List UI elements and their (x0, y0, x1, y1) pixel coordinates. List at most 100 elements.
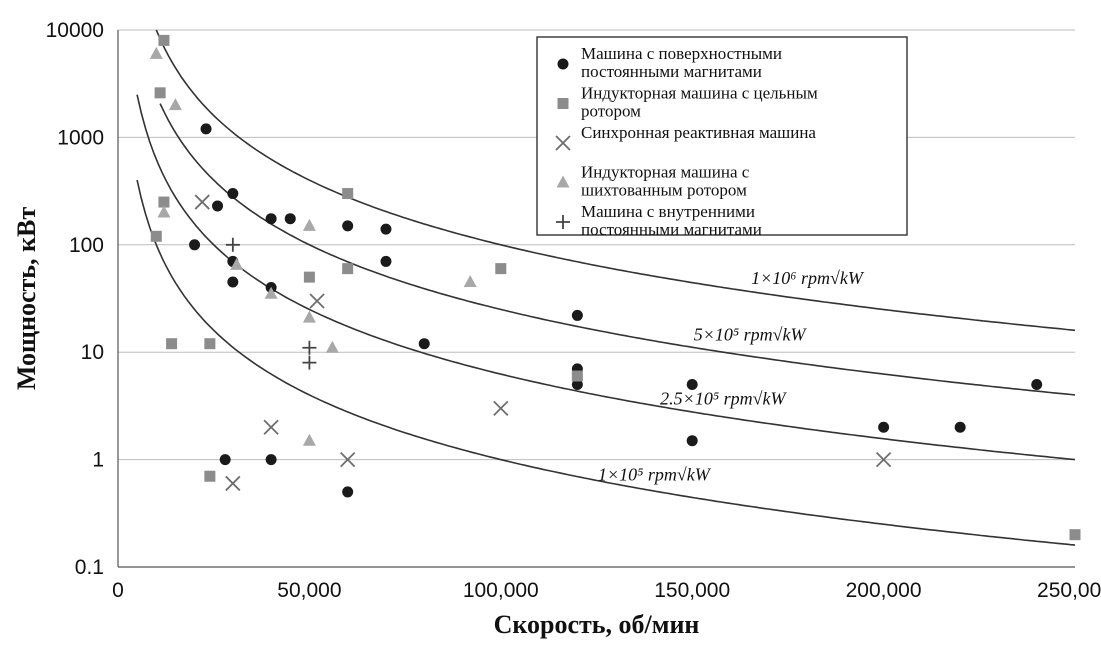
legend-entry-line: ротором (581, 102, 641, 121)
legend-entry-line: постоянными магнитами (581, 220, 762, 239)
curve-line (155, 29, 1076, 332)
data-point (302, 218, 316, 231)
data-point (157, 205, 171, 218)
legend-box (536, 36, 908, 236)
data-point (380, 223, 392, 235)
data-point (556, 215, 570, 229)
data-point (158, 34, 170, 46)
data-point (189, 239, 201, 251)
data-point (200, 123, 212, 135)
data-point (302, 433, 316, 446)
legend-entry-line: Машина с поверхностными (581, 44, 782, 63)
curve-label: 1×10⁶ rpm√kW (751, 268, 865, 288)
x-tick-label: 150,000 (654, 579, 730, 602)
data-point (265, 454, 277, 466)
data-point (302, 310, 316, 323)
x-tick-label: 100,000 (463, 579, 539, 602)
data-point (158, 196, 170, 208)
curve-line (136, 94, 1076, 461)
data-point (264, 286, 278, 299)
curve-label: 1×10⁵ rpm√kW (598, 465, 712, 485)
data-point (555, 135, 571, 151)
data-point (212, 200, 224, 212)
x-tick-label: 50,000 (277, 579, 341, 602)
data-point (556, 175, 570, 188)
data-point (340, 451, 356, 468)
y-tick-label: 10000 (46, 19, 104, 42)
data-point (342, 486, 354, 498)
data-point (418, 338, 430, 350)
label-layer: Скорость, об/мин Мощность, кВт 1×10⁶ rpm√k… (12, 207, 865, 639)
data-point (325, 340, 339, 353)
curve-line (136, 179, 1076, 546)
legend-entry-line: Индукторная машина с цельным (581, 84, 818, 103)
data-point (571, 309, 583, 321)
data-point (557, 98, 569, 109)
x-tick-label: 250,000 (1037, 579, 1101, 602)
data-point (557, 58, 569, 70)
data-point (219, 454, 231, 466)
data-point (227, 276, 239, 288)
data-point (571, 379, 583, 391)
data-point (204, 338, 216, 350)
legend-entry: Синхронная реактивная машина (581, 123, 816, 142)
point-layer (149, 34, 1081, 541)
data-point (571, 370, 583, 382)
data-point (263, 419, 279, 435)
curve-line (159, 103, 1076, 396)
legend-entry-line: постоянными магнитами (581, 62, 762, 81)
data-point (463, 275, 477, 288)
data-point (686, 379, 698, 391)
data-point (493, 400, 509, 416)
legend-entry: Индукторная машина с цельным ротором (581, 84, 818, 121)
data-point (875, 451, 892, 468)
data-point (204, 470, 216, 482)
curve-label: 5×10⁵ rpm√kW (694, 324, 808, 344)
x-axis-title: Скорость, об/мин (494, 610, 700, 639)
data-point (495, 263, 507, 275)
data-point (342, 220, 354, 232)
y-tick-label: 10 (81, 341, 104, 364)
data-point (227, 188, 239, 200)
data-point (149, 46, 163, 59)
legend-entry: Машина с поверхностными постоянными магни… (581, 44, 782, 81)
data-point (265, 213, 277, 225)
data-point (284, 213, 296, 225)
curve-label: 2.5×10⁵ rpm√kW (660, 389, 787, 409)
data-point (166, 338, 178, 350)
data-point (150, 230, 162, 242)
legend-entry-line: Индукторная машина с (581, 163, 750, 182)
x-tick-label: 200,000 (846, 579, 922, 602)
y-axis-title: Мощность, кВт (12, 207, 41, 391)
legend-entry: Индукторная машина с шихтованным ротором (581, 163, 750, 200)
data-point (342, 188, 354, 200)
data-point (302, 355, 317, 370)
data-point (168, 98, 182, 111)
legend-entry-line: Машина с внутренними (581, 202, 755, 221)
data-point (225, 237, 240, 252)
data-point (878, 421, 890, 433)
data-point (686, 435, 698, 447)
data-point (194, 194, 210, 210)
y-tick-label: 1000 (57, 126, 104, 149)
data-point (154, 87, 166, 99)
data-point (954, 421, 966, 433)
data-point (1031, 379, 1043, 391)
legend-entry-line: шихтованным ротором (581, 181, 747, 200)
legend-entry-line: Синхронная реактивная машина (581, 123, 816, 142)
data-point (380, 255, 392, 267)
data-point (342, 263, 354, 275)
data-point (302, 340, 317, 355)
data-point (1069, 529, 1081, 541)
y-tick-label: 1 (92, 449, 104, 472)
curve-layer (136, 29, 1076, 546)
y-tick-label: 100 (69, 234, 104, 257)
x-tick-label: 0 (112, 579, 124, 602)
data-point (230, 257, 244, 270)
data-point (303, 271, 315, 283)
data-point (225, 475, 241, 492)
axis-layer: 0.1 1 10 100 1000 10000 0 50,000 100,000 150,000 2… (46, 19, 1101, 602)
legend-entry: Машина с внутренними постоянными магнитам… (581, 202, 762, 239)
